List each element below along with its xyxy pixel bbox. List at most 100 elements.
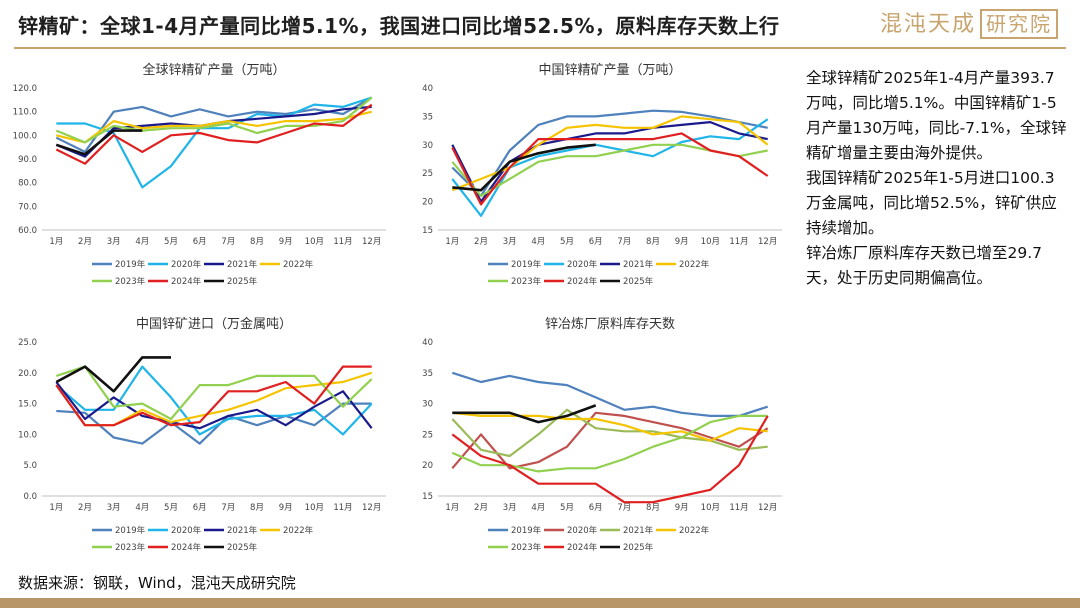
commentary-panel: 全球锌精矿2025年1-4月产量393.7万吨，同比增5.1%。中国锌精矿1-5…: [806, 66, 1068, 291]
y-tick-label: 40: [422, 84, 433, 94]
chart-title: 全球锌精矿产量（万吨）: [142, 62, 285, 78]
x-tick-label: 3月: [107, 503, 121, 513]
series-line-2024年: [451, 132, 769, 206]
series-line-2019年: [451, 109, 768, 197]
series-line-2024年: [451, 415, 769, 504]
legend-label: 2023年: [511, 276, 542, 287]
x-tick-label: 5月: [164, 237, 178, 247]
y-tick-label: 20.0: [18, 369, 37, 379]
y-tick-label: 90.0: [18, 155, 37, 165]
legend-label: 2021年: [623, 259, 654, 270]
y-tick-label: 80.0: [18, 179, 37, 189]
legend-label: 2024年: [567, 276, 598, 287]
legend-label: 2024年: [171, 542, 202, 553]
legend-label: 2023年: [115, 276, 146, 287]
y-tick-label: 25: [422, 169, 433, 179]
series-line-2022年: [56, 110, 372, 144]
x-tick-label: 10月: [305, 237, 324, 247]
x-tick-label: 5月: [560, 237, 574, 247]
china-import-svg: 中国锌矿进口（万金属吨） 0.0 5.0 10.0 15.0 20.0 25.0 1月 2月 3月…: [18, 316, 386, 553]
y-tick-label: 0.0: [23, 492, 37, 502]
y-tick-label: 10.0: [18, 430, 37, 440]
x-tick-label: 9月: [675, 503, 689, 513]
legend-label: 2021年: [227, 525, 258, 536]
legend-label: 2025年: [227, 276, 258, 287]
legend-label: 2022年: [283, 259, 314, 270]
series-line-2025年: [55, 356, 171, 393]
x-tick-label: 4月: [135, 503, 149, 513]
legend-label: 2020年: [171, 259, 202, 270]
x-tick-label: 9月: [279, 237, 293, 247]
x-tick-label: 10月: [701, 237, 720, 247]
y-tick-label: 120.0: [13, 84, 37, 94]
y-tick-label: 20: [422, 198, 433, 208]
y-tick-label: 35: [422, 112, 433, 122]
series-line-2019年: [55, 96, 373, 153]
x-tick-label: 11月: [729, 503, 748, 513]
legend-label: 2020年: [171, 525, 202, 536]
legend-label: 2021年: [623, 525, 654, 536]
y-tick-label: 15: [422, 226, 433, 236]
chart-china-output: 中国锌精矿产量（万吨） 15 20 25 30 35 40 1月 2月 3月 4月 5月 6月 7月 8月 9…: [402, 56, 794, 300]
series-line-2019年: [451, 371, 769, 417]
x-tick-label: 1月: [445, 503, 459, 513]
x-tick-label: 12月: [362, 237, 381, 247]
y-tick-label: 30: [422, 141, 433, 151]
legend-label: 2022年: [679, 525, 710, 536]
series-line-2023年: [451, 414, 768, 473]
commentary-paragraph: 我国锌精矿2025年1-5月进口100.3万金属吨，同比增52.5%，锌矿供应持…: [806, 169, 1057, 237]
commentary-paragraph: 锌冶炼厂原料库存天数已增至29.7天，处于历史同期偏高位。: [806, 244, 1043, 287]
series-line-2025年: [452, 143, 596, 192]
legend-label: 2025年: [227, 542, 258, 553]
x-tick-label: 12月: [362, 503, 381, 513]
x-tick-label: 11月: [729, 237, 748, 247]
legend-label: 2019年: [511, 525, 542, 536]
x-tick-label: 6月: [589, 503, 603, 513]
x-tick-label: 2月: [474, 237, 488, 247]
legend-label: 2020年: [567, 259, 598, 270]
x-tick-label: 4月: [531, 503, 545, 513]
x-tick-label: 1月: [49, 237, 63, 247]
page-header: 锌精矿：全球1-4月产量同比增5.1%，我国进口同比增52.5%，原料库存天数上…: [0, 0, 1080, 49]
y-tick-label: 35: [422, 369, 433, 379]
series-line-2021年: [451, 408, 768, 458]
series-line-2023年: [55, 365, 373, 421]
x-tick-label: 8月: [646, 503, 660, 513]
x-tick-label: 7月: [617, 237, 631, 247]
x-tick-label: 9月: [675, 237, 689, 247]
logo-seal: 研究院: [980, 9, 1058, 39]
x-tick-label: 4月: [531, 237, 545, 247]
chart-smelter-inventory: 锌冶炼厂原料库存天数 15 20 25 30 35 40 1月 2月 3月 4月 5月 6月 7月 8月 9月…: [402, 310, 794, 566]
series-line-2024年: [55, 365, 372, 427]
y-tick-label: 40: [422, 338, 433, 348]
legend-label: 2019年: [115, 525, 146, 536]
legend-label: 2022年: [679, 259, 710, 270]
y-tick-label: 25: [422, 430, 433, 440]
series-line-2024年: [55, 103, 373, 165]
legend-label: 2021年: [227, 259, 258, 270]
chart-title: 锌冶炼厂原料库存天数: [545, 316, 675, 332]
y-tick-label: 70.0: [18, 202, 37, 212]
china-output-svg: 中国锌精矿产量（万吨） 15 20 25 30 35 40 1月 2月 3月 4月 5月 6月 7月 8月 9…: [422, 63, 782, 287]
x-tick-label: 2月: [474, 503, 488, 513]
x-tick-label: 10月: [305, 503, 324, 513]
y-tick-label: 5.0: [23, 461, 37, 471]
header-divider: [14, 47, 1066, 49]
chart-title: 中国锌矿进口（万金属吨）: [136, 316, 292, 332]
y-tick-label: 15: [422, 492, 433, 502]
chart-title: 中国锌精矿产量（万吨）: [538, 63, 681, 78]
series-line-2022年: [452, 411, 768, 442]
x-tick-label: 2月: [78, 237, 92, 247]
x-tick-label: 7月: [617, 503, 631, 513]
x-tick-label: 1月: [445, 237, 459, 247]
x-tick-label: 8月: [250, 237, 264, 247]
x-tick-label: 3月: [503, 503, 517, 513]
x-tick-label: 7月: [221, 237, 235, 247]
series-line-2022年: [451, 115, 769, 192]
y-tick-label: 60.0: [18, 226, 37, 236]
x-tick-label: 11月: [333, 503, 352, 513]
footer-bar: [0, 598, 1080, 608]
smelter-inventory-svg: 锌冶炼厂原料库存天数 15 20 25 30 35 40 1月 2月 3月 4月 5月 6月 7月 8月 9月…: [422, 316, 782, 553]
commentary-paragraph: 全球锌精矿2025年1-4月产量393.7万吨，同比增5.1%。中国锌精矿1-5…: [806, 69, 1067, 162]
x-tick-label: 8月: [646, 237, 660, 247]
